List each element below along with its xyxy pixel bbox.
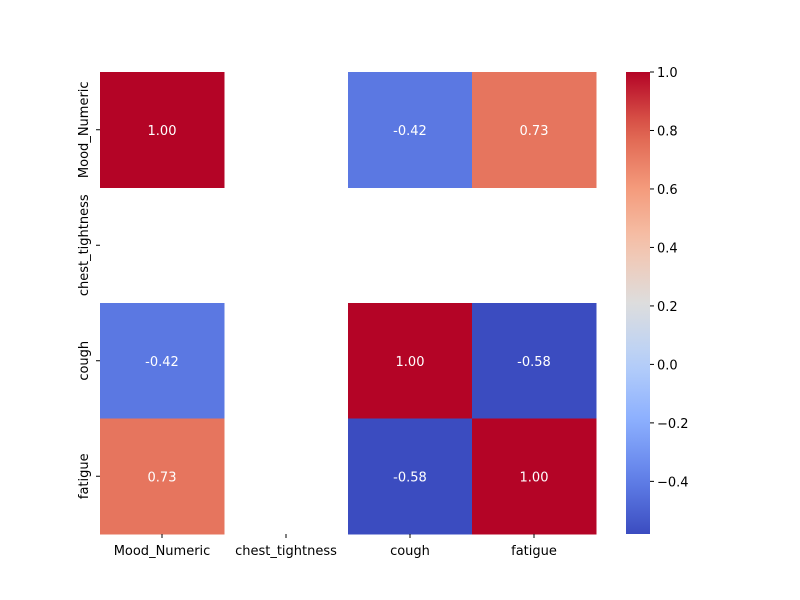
x-tick-label-2: cough — [390, 544, 430, 559]
heatmap-cell-2-0 — [100, 303, 225, 419]
heatmap-cell-3-3 — [472, 418, 597, 535]
heatmap-cell-labels: 1.00 -0.42 0.73 -0.42 1.00 -0.58 0.73 -0.58 1.00 — [145, 124, 551, 486]
cell-label-2-3: -0.58 — [517, 355, 551, 370]
cell-label-3-0: 0.73 — [148, 470, 177, 485]
heatmap-cell-0-0 — [100, 72, 225, 188]
colorbar-tick-label-4: 0.4 — [657, 241, 678, 256]
heatmap-cells — [100, 72, 597, 535]
colorbar-tick-label-2: 0.0 — [657, 358, 678, 373]
colorbar-tick-label-5: 0.6 — [657, 183, 678, 198]
heatmap-cell-2-2 — [348, 303, 473, 419]
colorbar-gradient — [626, 72, 650, 534]
y-tick-label-1: chest_tightness — [77, 194, 92, 296]
heatmap-cell-3-0 — [100, 418, 225, 535]
colorbar-tick-label-0: −0.4 — [657, 475, 689, 490]
cell-label-0-2: -0.42 — [393, 124, 427, 139]
heatmap-cell-3-2 — [348, 418, 473, 535]
x-tick-label-1: chest_tightness — [235, 544, 337, 559]
heatmap-cell-0-3 — [472, 72, 597, 188]
cell-label-3-2: -0.58 — [393, 470, 427, 485]
y-tick-label-3: fatigue — [77, 453, 92, 499]
cell-label-0-0: 1.00 — [148, 124, 177, 139]
colorbar-tick-label-1: −0.2 — [657, 417, 689, 432]
y-tick-label-0: Mood_Numeric — [77, 81, 92, 178]
cell-label-2-0: -0.42 — [145, 355, 179, 370]
colorbar-tick-label-6: 0.8 — [657, 124, 678, 139]
x-axis-ticks: Mood_Numeric chest_tightness cough fatigue — [114, 534, 557, 559]
x-tick-label-3: fatigue — [511, 544, 557, 559]
heatmap-cell-2-3 — [472, 303, 597, 419]
cell-label-2-2: 1.00 — [396, 355, 425, 370]
colorbar-tick-label-7: 1.0 — [657, 66, 678, 81]
y-tick-label-2: cough — [77, 341, 92, 381]
colorbar: −0.4 −0.2 0.0 0.2 0.4 0.6 0.8 1.0 — [626, 66, 689, 534]
colorbar-tick-label-3: 0.2 — [657, 300, 678, 315]
x-tick-label-0: Mood_Numeric — [114, 544, 211, 559]
cell-label-3-3: 1.00 — [520, 470, 549, 485]
heatmap-cell-0-2 — [348, 72, 473, 188]
cell-label-0-3: 0.73 — [520, 124, 549, 139]
